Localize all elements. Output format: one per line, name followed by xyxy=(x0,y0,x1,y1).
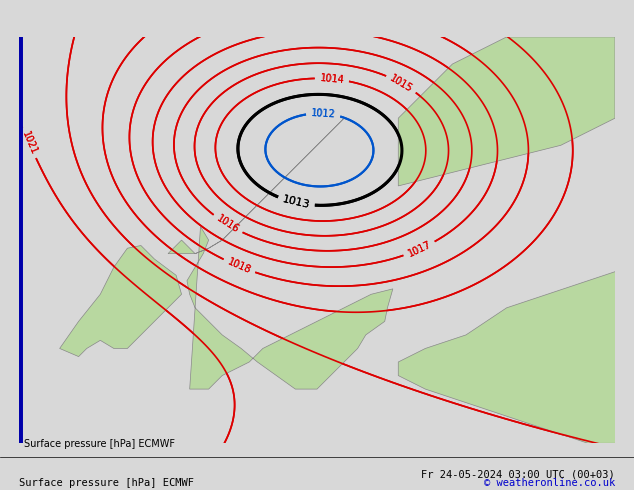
Text: 1014: 1014 xyxy=(320,73,345,85)
Text: 1017: 1017 xyxy=(406,240,432,259)
Text: 1020: 1020 xyxy=(626,445,634,461)
Text: 1021: 1021 xyxy=(20,130,39,156)
Text: 1016: 1016 xyxy=(214,214,240,235)
Text: 1021: 1021 xyxy=(20,130,39,156)
Polygon shape xyxy=(187,226,393,389)
Polygon shape xyxy=(60,245,181,357)
Text: 1013: 1013 xyxy=(281,195,311,211)
Text: 1019: 1019 xyxy=(204,0,231,5)
Text: 1012: 1012 xyxy=(311,108,336,120)
Polygon shape xyxy=(168,118,344,254)
Text: 1016: 1016 xyxy=(214,214,240,235)
Text: Surface pressure [hPa] ECMWF: Surface pressure [hPa] ECMWF xyxy=(25,439,176,449)
Text: 1012: 1012 xyxy=(311,108,336,120)
Polygon shape xyxy=(398,267,628,443)
Text: © weatheronline.co.uk: © weatheronline.co.uk xyxy=(484,478,615,488)
Text: 1015: 1015 xyxy=(389,73,415,94)
Text: Fr 24-05-2024 03:00 UTC (00+03): Fr 24-05-2024 03:00 UTC (00+03) xyxy=(421,469,615,479)
Text: 1020: 1020 xyxy=(626,445,634,461)
Text: 1018: 1018 xyxy=(226,257,252,276)
Text: 1015: 1015 xyxy=(389,73,415,94)
Text: 1018: 1018 xyxy=(226,257,252,276)
Text: 1017: 1017 xyxy=(406,240,432,259)
Text: 1019: 1019 xyxy=(204,0,231,5)
Polygon shape xyxy=(398,37,615,186)
Text: 1013: 1013 xyxy=(281,195,311,211)
Text: 1014: 1014 xyxy=(320,73,345,85)
Text: Surface pressure [hPa] ECMWF: Surface pressure [hPa] ECMWF xyxy=(19,478,194,488)
